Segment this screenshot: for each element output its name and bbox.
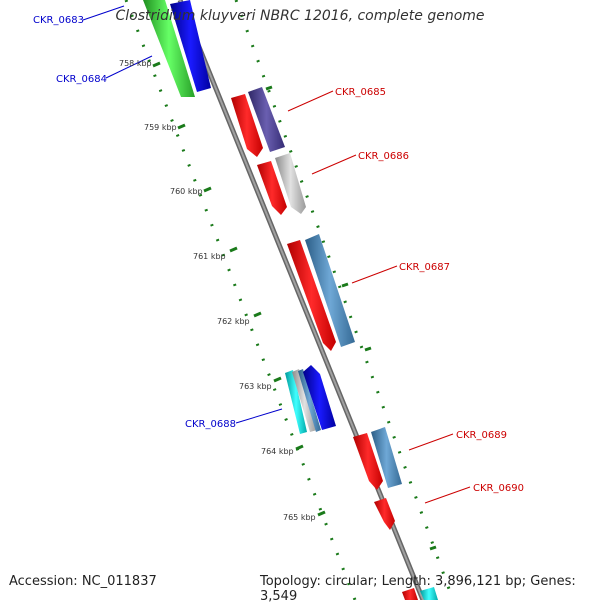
gene-ckr-0689-feature [371, 427, 402, 488]
tick-label-760: 760 kbp [170, 187, 203, 196]
tick-label-759: 759 kbp [144, 123, 177, 132]
accession-text: Accession: NC_011837 [9, 574, 157, 589]
gene-ckr-0688-gray [292, 369, 317, 432]
gene-label-ckr-0684[interactable]: CKR_0684 [56, 74, 107, 85]
gene-label-ckr-0688[interactable]: CKR_0688 [185, 419, 236, 430]
gene-ckr-0684-feature [170, 0, 211, 92]
gene-label-ckr-0689[interactable]: CKR_0689 [456, 430, 507, 441]
gene-ckr-0685-feature [248, 87, 285, 152]
map-title: Clostridium kluyveri NBRC 12016, complet… [115, 8, 485, 24]
scale-labels: 758 kbp 759 kbp 760 kbp 761 kbp 762 kbp … [119, 59, 316, 522]
gene-ckr-0688-blue [303, 365, 336, 430]
gene-label-ckr-0683[interactable]: CKR_0683 [33, 15, 84, 26]
gene-ckr-0686-red [257, 161, 287, 215]
tick-dashes [152, 61, 437, 551]
tick-label-763: 763 kbp [239, 382, 272, 391]
label-leaders [82, 5, 471, 504]
gene-label-ckr-0687[interactable]: CKR_0687 [399, 262, 450, 273]
gene-labels: CKR_0683 CKR_0684 CKR_0688 CKR_0685 CKR_… [33, 15, 524, 494]
gene-ckr-0687-red [287, 240, 336, 351]
gene-label-ckr-0686[interactable]: CKR_0686 [358, 151, 409, 162]
tick-label-762: 762 kbp [217, 317, 250, 326]
gene-ckr-0690-feature [374, 498, 395, 530]
tick-label-764: 764 kbp [261, 447, 294, 456]
track-left-dotted [124, 0, 357, 600]
gene-ckr-0688-steel [298, 369, 321, 432]
tick-label-758: 758 kbp [119, 59, 152, 68]
gene-ckr-0687-feature [305, 234, 355, 347]
gene-label-ckr-0690[interactable]: CKR_0690 [473, 483, 524, 494]
gene-label-ckr-0685[interactable]: CKR_0685 [335, 87, 386, 98]
gene-partial-cyan [420, 587, 438, 600]
gene-ckr-0686-feature [275, 153, 306, 214]
gene-ckr-0688-feature [285, 370, 307, 434]
gene-partial-red [402, 588, 418, 600]
gene-ckr-0685-red [231, 94, 263, 157]
tick-label-761: 761 kbp [193, 252, 226, 261]
gene-ckr-0683-feature [143, 0, 195, 97]
tick-label-765: 765 kbp [283, 513, 316, 522]
gene-ckr-0689-red [353, 433, 383, 490]
gene-features [143, 0, 438, 600]
